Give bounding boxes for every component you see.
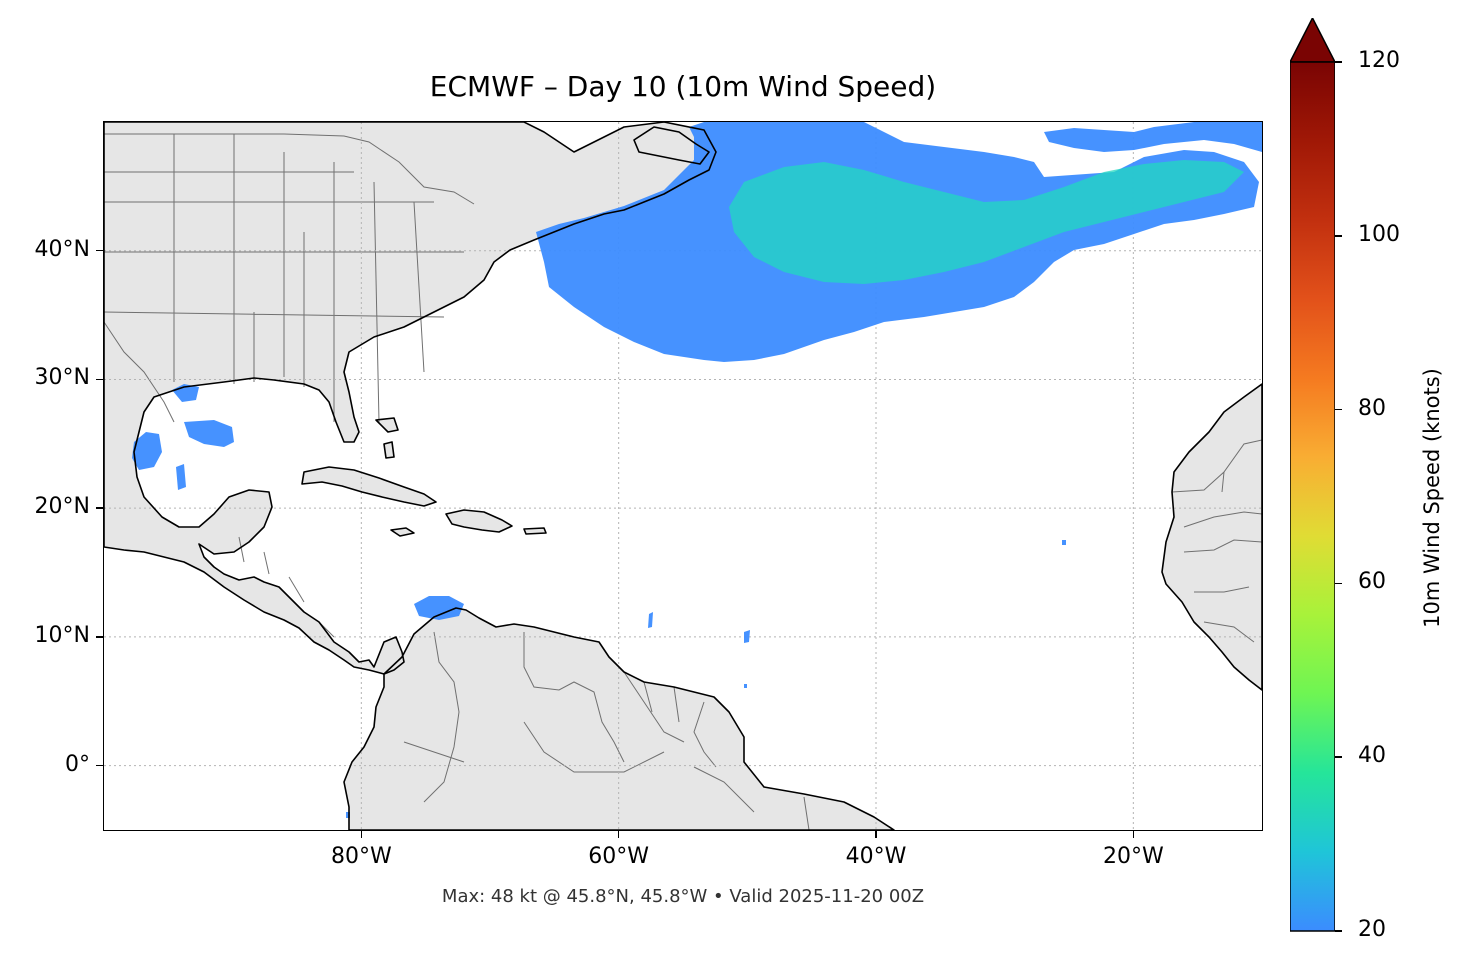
- coastlines: [104, 122, 1262, 830]
- longitude-tick: [875, 831, 877, 838]
- map-panel[interactable]: [104, 122, 1262, 830]
- wind-speed-field: [132, 122, 1262, 818]
- political-borders: [104, 133, 1262, 830]
- longitude-label: 20°W: [1102, 844, 1164, 869]
- colorbar-tick: [1335, 235, 1342, 237]
- coastline: [1161, 383, 1262, 691]
- colorbar-tick: [1335, 582, 1342, 585]
- coastline: [104, 122, 717, 675]
- us-canada-border: [104, 133, 475, 205]
- south-america-borders: [403, 631, 810, 830]
- longitude-tick: [617, 831, 620, 838]
- latitude-tick: [96, 764, 103, 767]
- latitude-label: 40°N: [34, 236, 90, 262]
- longitude-label: 60°W: [588, 844, 650, 869]
- map-title: ECMWF – Day 10 (10m Wind Speed): [429, 70, 937, 103]
- colorbar-tick-label: 40: [1358, 743, 1386, 769]
- latitude-label: 0°: [65, 751, 90, 777]
- cuba-landmass: [302, 467, 436, 506]
- coastline: [301, 466, 437, 507]
- coastline: [523, 527, 547, 535]
- coastline: [390, 527, 415, 537]
- colorbar-tick-label: 20: [1358, 917, 1386, 942]
- mexico-border: [104, 321, 175, 423]
- longitude-tick: [1132, 831, 1135, 838]
- latitude-label: 30°N: [34, 365, 90, 391]
- wind-swath-north: [1044, 122, 1262, 152]
- colorbar: [1290, 18, 1335, 932]
- latitude-tick: [96, 378, 103, 381]
- coastline: [445, 509, 513, 533]
- latitude-label: 20°N: [34, 494, 90, 520]
- wind-caribbean-patch: [414, 596, 464, 620]
- central-america-borders: [238, 536, 335, 638]
- latitude-tick: [96, 249, 103, 252]
- colorbar-tick: [1335, 61, 1342, 63]
- colorbar-tick: [1335, 408, 1342, 411]
- wind-core: [729, 160, 1244, 284]
- colorbar-tick-label: 80: [1358, 395, 1386, 421]
- latitude-tick: [96, 636, 103, 638]
- longitude-label: 80°W: [330, 844, 392, 869]
- map-caption: Max: 48 kt @ 45.8°N, 45.8°W • Valid 2025…: [441, 886, 925, 907]
- colorbar-tick-label: 60: [1358, 569, 1386, 595]
- longitude-label: 40°W: [845, 844, 907, 869]
- colorbar-gradient: [1290, 61, 1335, 932]
- latitude-tick: [96, 507, 103, 509]
- colorbar-tick: [1335, 756, 1342, 758]
- map-canvas: [104, 122, 1262, 830]
- coastline: [633, 126, 710, 165]
- us-state-borders: [104, 134, 464, 423]
- colorbar-tick-label: 120: [1358, 48, 1400, 73]
- longitude-tick: [360, 831, 363, 838]
- africa-borders: [1171, 439, 1262, 643]
- colorbar-label: 10m Wind Speed (knots): [1420, 368, 1444, 628]
- wind-gulf-patch: [132, 384, 234, 490]
- africa-landmass: [1162, 384, 1262, 690]
- colorbar-tick: [1335, 930, 1342, 932]
- colorbar-tick-label: 100: [1358, 221, 1400, 247]
- latitude-label: 10°N: [34, 622, 90, 648]
- coastline: [375, 417, 399, 459]
- north-america-landmass: [104, 122, 716, 674]
- colorbar-extend-arrow: [1290, 18, 1335, 63]
- coastline: [343, 607, 895, 830]
